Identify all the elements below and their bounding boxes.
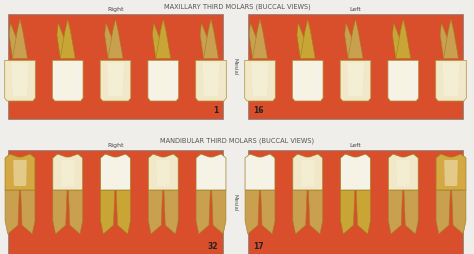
Text: Mesial: Mesial bbox=[233, 194, 238, 211]
Polygon shape bbox=[204, 160, 218, 186]
Text: MANDIBULAR THIRD MOLARS (BUCCAL VIEWS): MANDIBULAR THIRD MOLARS (BUCCAL VIEWS) bbox=[160, 138, 314, 145]
Polygon shape bbox=[156, 19, 171, 58]
Bar bbox=[8, 14, 223, 119]
Text: Mesial: Mesial bbox=[233, 58, 238, 75]
Polygon shape bbox=[12, 19, 27, 58]
Polygon shape bbox=[404, 190, 418, 234]
Polygon shape bbox=[164, 190, 178, 234]
Polygon shape bbox=[293, 190, 307, 234]
Polygon shape bbox=[156, 160, 170, 186]
Polygon shape bbox=[11, 62, 28, 96]
Bar bbox=[248, 150, 463, 254]
Polygon shape bbox=[196, 190, 210, 234]
Polygon shape bbox=[252, 62, 268, 96]
Polygon shape bbox=[349, 160, 362, 186]
Text: Right: Right bbox=[107, 143, 124, 148]
Polygon shape bbox=[348, 19, 363, 58]
Text: Right: Right bbox=[107, 7, 124, 12]
Polygon shape bbox=[261, 190, 275, 234]
Polygon shape bbox=[202, 62, 219, 96]
Polygon shape bbox=[68, 190, 82, 234]
Polygon shape bbox=[388, 154, 418, 190]
Polygon shape bbox=[13, 160, 27, 186]
Polygon shape bbox=[444, 19, 458, 58]
Polygon shape bbox=[436, 190, 450, 234]
Polygon shape bbox=[253, 160, 267, 186]
Polygon shape bbox=[436, 154, 466, 190]
Polygon shape bbox=[395, 62, 412, 96]
Polygon shape bbox=[293, 154, 323, 190]
Polygon shape bbox=[440, 23, 449, 58]
Polygon shape bbox=[152, 23, 162, 58]
Polygon shape bbox=[388, 190, 402, 234]
Polygon shape bbox=[345, 23, 354, 58]
Text: 32: 32 bbox=[208, 242, 218, 251]
Polygon shape bbox=[340, 60, 371, 101]
Polygon shape bbox=[388, 60, 419, 101]
Polygon shape bbox=[309, 190, 323, 234]
Polygon shape bbox=[9, 23, 18, 58]
Polygon shape bbox=[245, 60, 275, 101]
Polygon shape bbox=[5, 154, 35, 190]
Polygon shape bbox=[340, 190, 355, 234]
Text: 16: 16 bbox=[253, 106, 264, 115]
Polygon shape bbox=[196, 154, 226, 190]
Polygon shape bbox=[356, 190, 371, 234]
Polygon shape bbox=[57, 23, 66, 58]
Polygon shape bbox=[300, 19, 315, 58]
Bar bbox=[8, 150, 223, 254]
Polygon shape bbox=[61, 160, 74, 186]
Polygon shape bbox=[212, 190, 226, 234]
Polygon shape bbox=[109, 160, 122, 186]
Polygon shape bbox=[444, 160, 458, 186]
Polygon shape bbox=[452, 190, 466, 234]
Polygon shape bbox=[105, 23, 114, 58]
Polygon shape bbox=[5, 190, 19, 234]
Polygon shape bbox=[347, 62, 364, 96]
Polygon shape bbox=[392, 23, 401, 58]
Text: 1: 1 bbox=[213, 106, 218, 115]
Polygon shape bbox=[116, 190, 130, 234]
Polygon shape bbox=[108, 19, 123, 58]
Polygon shape bbox=[203, 19, 219, 58]
Bar bbox=[248, 14, 463, 119]
Polygon shape bbox=[396, 160, 410, 186]
Polygon shape bbox=[5, 60, 35, 101]
Text: 17: 17 bbox=[253, 242, 264, 251]
Polygon shape bbox=[301, 160, 315, 186]
Polygon shape bbox=[436, 60, 466, 101]
Polygon shape bbox=[443, 62, 459, 96]
Polygon shape bbox=[292, 60, 323, 101]
Polygon shape bbox=[253, 19, 267, 58]
Polygon shape bbox=[297, 23, 306, 58]
Polygon shape bbox=[53, 190, 67, 234]
Polygon shape bbox=[299, 62, 316, 96]
Polygon shape bbox=[100, 60, 131, 101]
Polygon shape bbox=[200, 23, 210, 58]
Polygon shape bbox=[53, 154, 82, 190]
Polygon shape bbox=[148, 154, 178, 190]
Text: Left: Left bbox=[350, 7, 361, 12]
Polygon shape bbox=[100, 154, 130, 190]
Polygon shape bbox=[396, 19, 411, 58]
Text: MAXILLARY THIRD MOLARS (BUCCAL VIEWS): MAXILLARY THIRD MOLARS (BUCCAL VIEWS) bbox=[164, 4, 310, 10]
Polygon shape bbox=[60, 19, 75, 58]
Polygon shape bbox=[107, 62, 124, 96]
Polygon shape bbox=[148, 60, 179, 101]
Polygon shape bbox=[245, 190, 259, 234]
Polygon shape bbox=[59, 62, 76, 96]
Polygon shape bbox=[196, 60, 226, 101]
Polygon shape bbox=[155, 62, 172, 96]
Polygon shape bbox=[245, 154, 275, 190]
Polygon shape bbox=[100, 190, 115, 234]
Polygon shape bbox=[148, 190, 163, 234]
Polygon shape bbox=[53, 60, 83, 101]
Polygon shape bbox=[21, 190, 35, 234]
Polygon shape bbox=[249, 23, 258, 58]
Polygon shape bbox=[340, 154, 371, 190]
Text: Left: Left bbox=[350, 143, 361, 148]
